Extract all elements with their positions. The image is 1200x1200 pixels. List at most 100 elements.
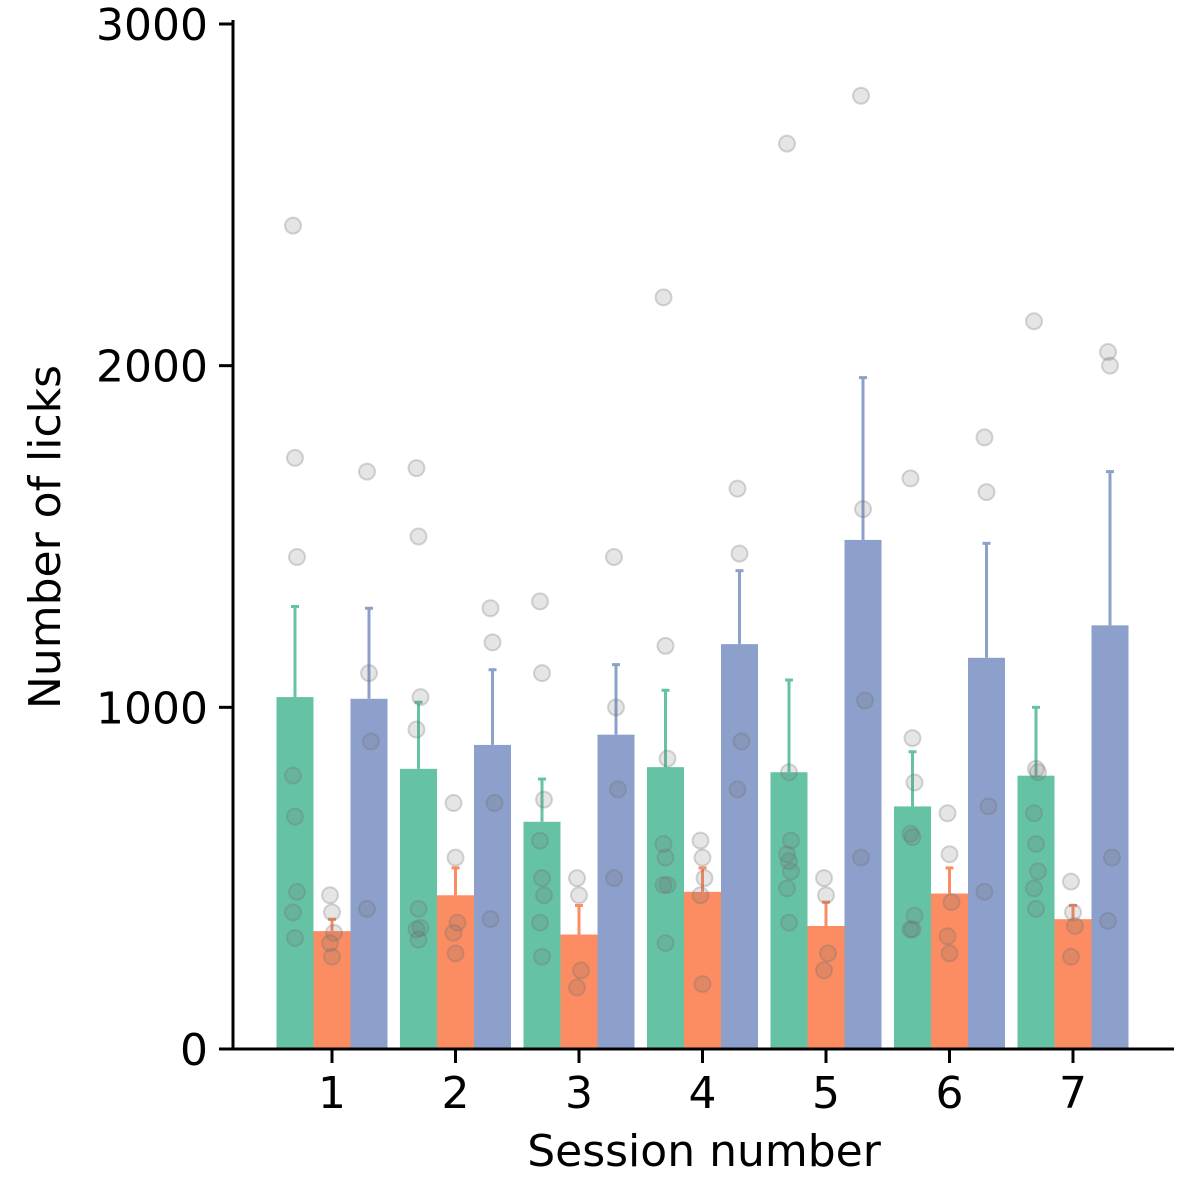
data-point	[409, 527, 428, 546]
data-point	[693, 848, 712, 867]
bar	[931, 893, 968, 1049]
data-point	[362, 732, 380, 751]
bar	[770, 772, 808, 1049]
data-point	[572, 961, 590, 980]
data-point	[284, 216, 302, 235]
bar	[1091, 625, 1129, 1049]
data-point	[732, 732, 751, 751]
data-point	[321, 934, 339, 953]
data-point	[852, 848, 870, 867]
data-point	[407, 459, 426, 478]
data-point	[288, 548, 306, 566]
bar	[647, 767, 684, 1049]
data-point	[903, 920, 922, 939]
data-point	[691, 831, 710, 850]
x-tick-label: 6	[936, 1068, 964, 1119]
x-tick-label: 5	[812, 1068, 840, 1119]
bar	[523, 821, 561, 1049]
data-point	[286, 807, 304, 826]
data-point	[407, 920, 426, 939]
data-point	[360, 664, 378, 683]
bar	[313, 931, 351, 1049]
data-point	[1025, 312, 1043, 331]
data-point	[905, 906, 924, 925]
x-tick-label: 4	[689, 1068, 717, 1119]
data-point	[531, 831, 549, 850]
data-point	[411, 688, 430, 707]
data-point	[323, 947, 341, 966]
bar	[276, 697, 314, 1049]
data-point	[533, 869, 551, 888]
data-point	[854, 500, 872, 519]
data-point	[728, 479, 747, 498]
data-point	[656, 934, 675, 953]
y-tick-label: 0	[180, 1025, 208, 1076]
data-point	[531, 913, 549, 932]
data-point	[1029, 862, 1047, 881]
data-point	[819, 944, 837, 963]
x-ticks: 1 2 3 4 5 6 7	[318, 1049, 1087, 1119]
y-tick-label: 1000	[96, 683, 208, 734]
data-point	[901, 469, 920, 488]
bar	[807, 926, 845, 1049]
data-point	[780, 852, 798, 871]
data-point	[901, 824, 920, 843]
data-point	[938, 804, 957, 823]
data-point	[903, 828, 922, 847]
data-point	[730, 544, 749, 563]
data-point	[321, 886, 339, 905]
data-point	[533, 664, 551, 683]
data-point	[938, 927, 957, 946]
data-point	[485, 794, 504, 812]
data-point	[901, 920, 920, 939]
bar	[1054, 919, 1092, 1049]
data-point	[815, 961, 833, 980]
data-point	[1029, 763, 1047, 782]
data-point	[815, 869, 833, 888]
data-point	[658, 749, 677, 768]
data-point	[481, 599, 500, 618]
bar	[894, 806, 931, 1049]
bar	[844, 539, 882, 1049]
data-point	[1027, 835, 1045, 853]
data-point	[533, 947, 551, 966]
data-point	[535, 790, 553, 809]
data-point	[856, 691, 874, 710]
x-tick-label: 2	[442, 1068, 470, 1119]
data-point	[654, 835, 673, 853]
data-point	[446, 848, 465, 867]
y-tick-label: 2000	[96, 342, 208, 393]
data-point	[570, 886, 588, 905]
data-point	[780, 913, 798, 932]
data-point	[411, 918, 430, 937]
data-point	[975, 882, 994, 901]
data-point	[605, 869, 623, 888]
data-point	[407, 720, 426, 739]
data-point	[782, 831, 800, 850]
bar	[721, 644, 758, 1049]
data-point	[1027, 899, 1045, 918]
x-tick-label: 1	[318, 1068, 346, 1119]
data-point	[531, 592, 549, 611]
data-point	[284, 766, 302, 785]
data-point	[656, 848, 675, 867]
data-point	[446, 944, 465, 963]
data-point	[358, 462, 376, 481]
data-point	[325, 923, 343, 942]
y-ticks: 0 1000 2000 3000	[96, 0, 233, 1076]
data-point	[1062, 872, 1080, 891]
data-point	[409, 899, 428, 918]
data-point	[607, 698, 625, 717]
data-point	[1099, 911, 1117, 930]
data-point	[483, 633, 502, 652]
data-point	[979, 797, 998, 816]
x-tick-label: 7	[1059, 1068, 1087, 1119]
data-point	[780, 763, 798, 782]
data-point	[728, 780, 747, 799]
data-point	[778, 845, 796, 864]
data-point	[1101, 356, 1119, 375]
data-point	[288, 882, 306, 901]
data-point	[444, 923, 463, 942]
bar	[437, 895, 474, 1049]
